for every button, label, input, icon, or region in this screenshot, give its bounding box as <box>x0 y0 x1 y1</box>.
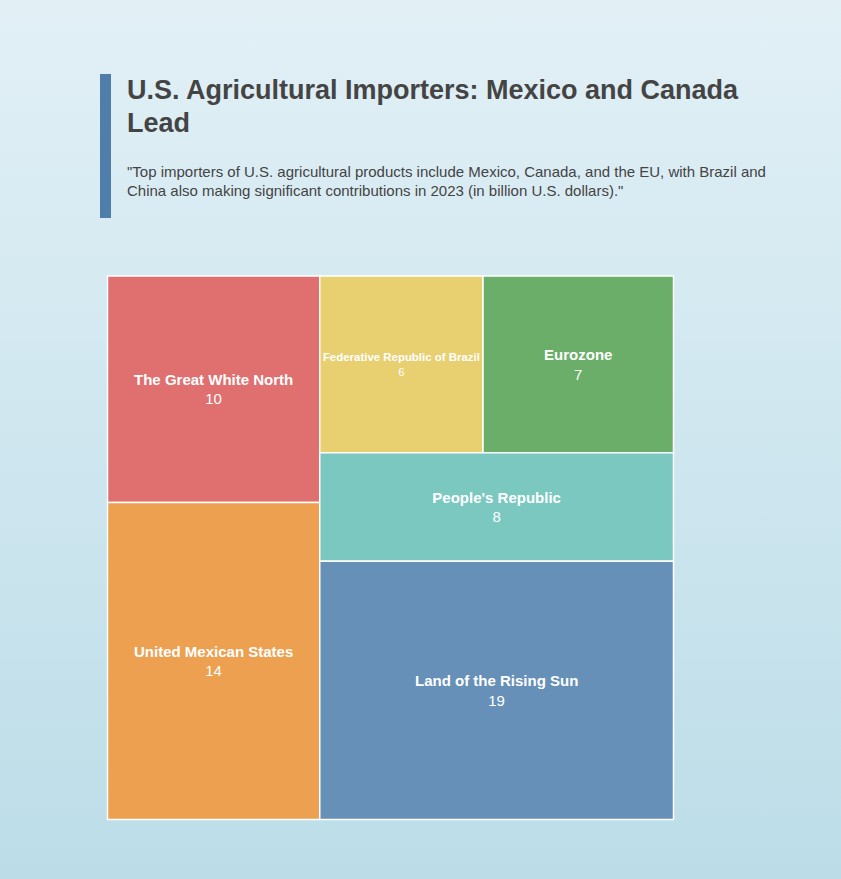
svg-text:Eurozone7: Eurozone7 <box>544 346 612 383</box>
svg-text:People's Republic8: People's Republic8 <box>432 489 561 526</box>
html-text:"Top importers of U.S. agricul: "Top importers of U.S. agricultural prod… <box>127 163 766 199</box>
svg-text:Federative Republic of Brazil6: Federative Republic of Brazil6 <box>323 351 480 378</box>
svg-text:Land of the Rising Sun19: Land of the Rising Sun19 <box>415 672 578 709</box>
svg-text:United Mexican States14: United Mexican States14 <box>134 643 293 680</box>
html-text:U.S. Agricultural Importers: M: U.S. Agricultural Importers: Mexico and … <box>127 75 739 138</box>
svg-text:The Great White North10: The Great White North10 <box>134 371 293 408</box>
